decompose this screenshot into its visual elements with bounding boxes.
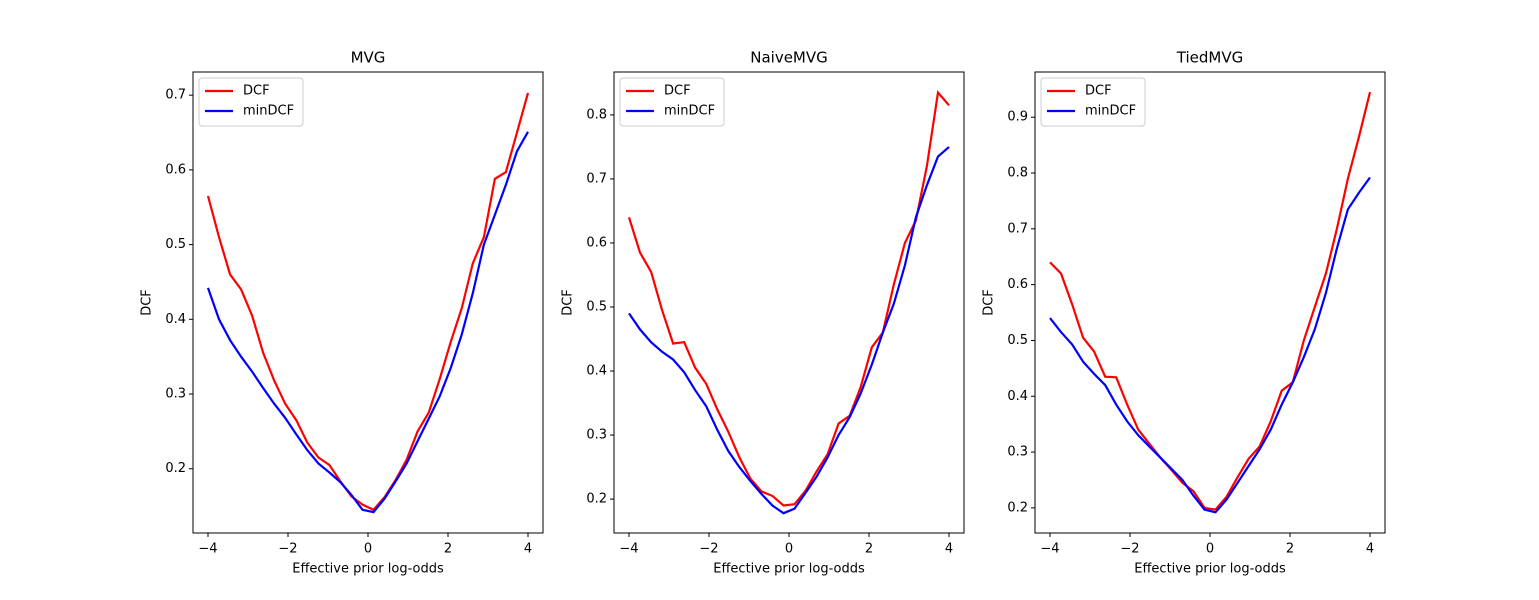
x-tick-label: −2 xyxy=(278,542,297,557)
line-series xyxy=(628,146,950,515)
plot-frame xyxy=(192,71,544,534)
x-tick-label: 4 xyxy=(945,542,953,557)
y-tick-label: 0.7 xyxy=(1007,221,1028,236)
y-tick-label: 0.6 xyxy=(165,162,186,177)
y-tick-label: 0.3 xyxy=(1007,445,1028,460)
y-tick-label: 0.7 xyxy=(586,171,607,186)
x-axis-label: Effective prior log-odds xyxy=(713,562,865,577)
y-tick-label: 0.6 xyxy=(586,235,607,250)
y-tick-label: 0.3 xyxy=(586,428,607,443)
chart-title: TiedMVG xyxy=(1176,49,1243,67)
x-tick-label: −4 xyxy=(198,542,217,557)
y-tick-label: 0.8 xyxy=(1007,166,1028,181)
x-tick-label: −4 xyxy=(619,542,638,557)
y-tick-label: 0.2 xyxy=(1007,500,1028,515)
x-tick-label: 4 xyxy=(1366,542,1374,557)
legend-label: minDCF xyxy=(243,104,294,119)
line-series xyxy=(1049,91,1372,511)
line-series xyxy=(206,92,530,512)
y-axis-label: DCF xyxy=(982,289,997,316)
y-axis-label: DCF xyxy=(561,289,576,316)
y-tick-label: 0.2 xyxy=(586,492,607,507)
x-tick-label: 0 xyxy=(364,542,372,557)
x-tick-label: −2 xyxy=(1120,542,1139,557)
legend-label: DCF xyxy=(243,84,270,99)
x-axis-label: Effective prior log-odds xyxy=(1134,562,1286,577)
y-axis-label: DCF xyxy=(140,289,155,316)
x-tick-label: 0 xyxy=(785,542,793,557)
plot-frame xyxy=(613,71,965,534)
y-tick-label: 0.3 xyxy=(165,387,186,402)
line-series xyxy=(206,131,529,514)
legend-label: minDCF xyxy=(1085,104,1136,119)
legend-label: minDCF xyxy=(664,104,715,119)
legend-label: DCF xyxy=(1085,84,1112,99)
y-tick-label: 0.5 xyxy=(1007,333,1028,348)
x-tick-label: −2 xyxy=(699,542,718,557)
chart-title: NaiveMVG xyxy=(750,49,828,67)
y-tick-label: 0.5 xyxy=(586,299,607,314)
y-tick-label: 0.7 xyxy=(165,88,186,103)
x-tick-label: 2 xyxy=(865,542,873,557)
y-tick-label: 0.9 xyxy=(1007,110,1028,125)
line-series xyxy=(1049,176,1371,514)
x-tick-label: 4 xyxy=(524,542,532,557)
y-tick-label: 0.4 xyxy=(165,312,186,327)
x-tick-label: 2 xyxy=(1286,542,1294,557)
y-tick-label: 0.2 xyxy=(165,461,186,476)
y-tick-label: 0.5 xyxy=(165,237,186,252)
plot-frame xyxy=(1034,71,1386,534)
y-tick-label: 0.8 xyxy=(586,107,607,122)
x-tick-label: 0 xyxy=(1206,542,1214,557)
chart-title: MVG xyxy=(351,49,386,67)
line-series xyxy=(627,89,950,507)
y-tick-label: 0.6 xyxy=(1007,277,1028,292)
y-tick-label: 0.4 xyxy=(586,364,607,379)
y-tick-label: 0.4 xyxy=(1007,389,1028,404)
legend-label: DCF xyxy=(664,84,691,99)
x-tick-label: −4 xyxy=(1040,542,1059,557)
x-tick-label: 2 xyxy=(444,542,452,557)
x-axis-label: Effective prior log-odds xyxy=(292,562,444,577)
